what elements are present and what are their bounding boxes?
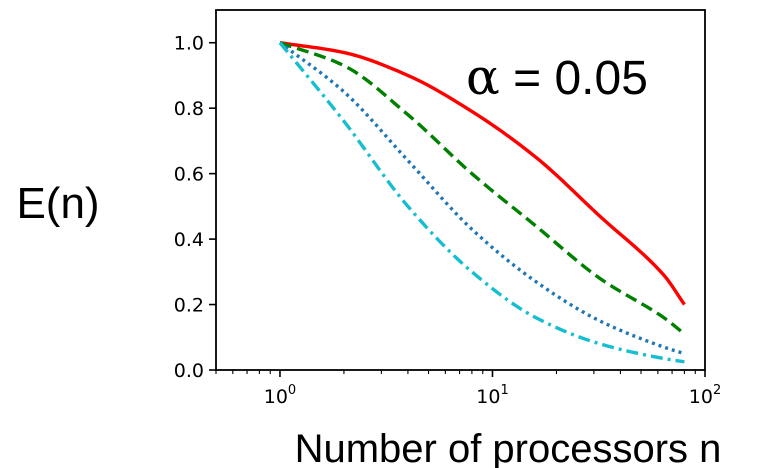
x-tick-label: 102 — [689, 383, 721, 408]
ticks: 0.0 0.2 0.4 0.6 0.8 1.0 100 101 102 — [174, 33, 721, 408]
plot-area — [216, 10, 705, 370]
series-line-4 — [278, 41, 685, 364]
axes-border — [215, 9, 706, 371]
x-axis-label: Number of processors n — [295, 427, 722, 468]
series-line-1 — [279, 41, 686, 306]
axes-frame — [215, 9, 706, 371]
series-line-2 — [279, 41, 686, 336]
y-tick-label: 0.8 — [174, 98, 204, 120]
series-line-3 — [278, 41, 685, 356]
y-tick-label: 0.2 — [174, 295, 204, 317]
y-axis-label: E(n) — [16, 179, 99, 228]
x-tick-label: 101 — [476, 383, 508, 408]
y-tick-label: 0.0 — [174, 360, 204, 382]
y-tick-label: 0.4 — [174, 229, 204, 251]
x-tick-label: 100 — [264, 383, 296, 408]
annotation-text: = 0.05 — [500, 52, 648, 105]
annotation-label: α = 0.05 — [466, 48, 648, 106]
y-tick-label: 0.6 — [174, 164, 204, 186]
plot-background — [216, 10, 705, 370]
series-layer — [278, 41, 686, 364]
annotation-symbol: α — [466, 48, 500, 106]
y-tick-label: 1.0 — [174, 33, 204, 55]
